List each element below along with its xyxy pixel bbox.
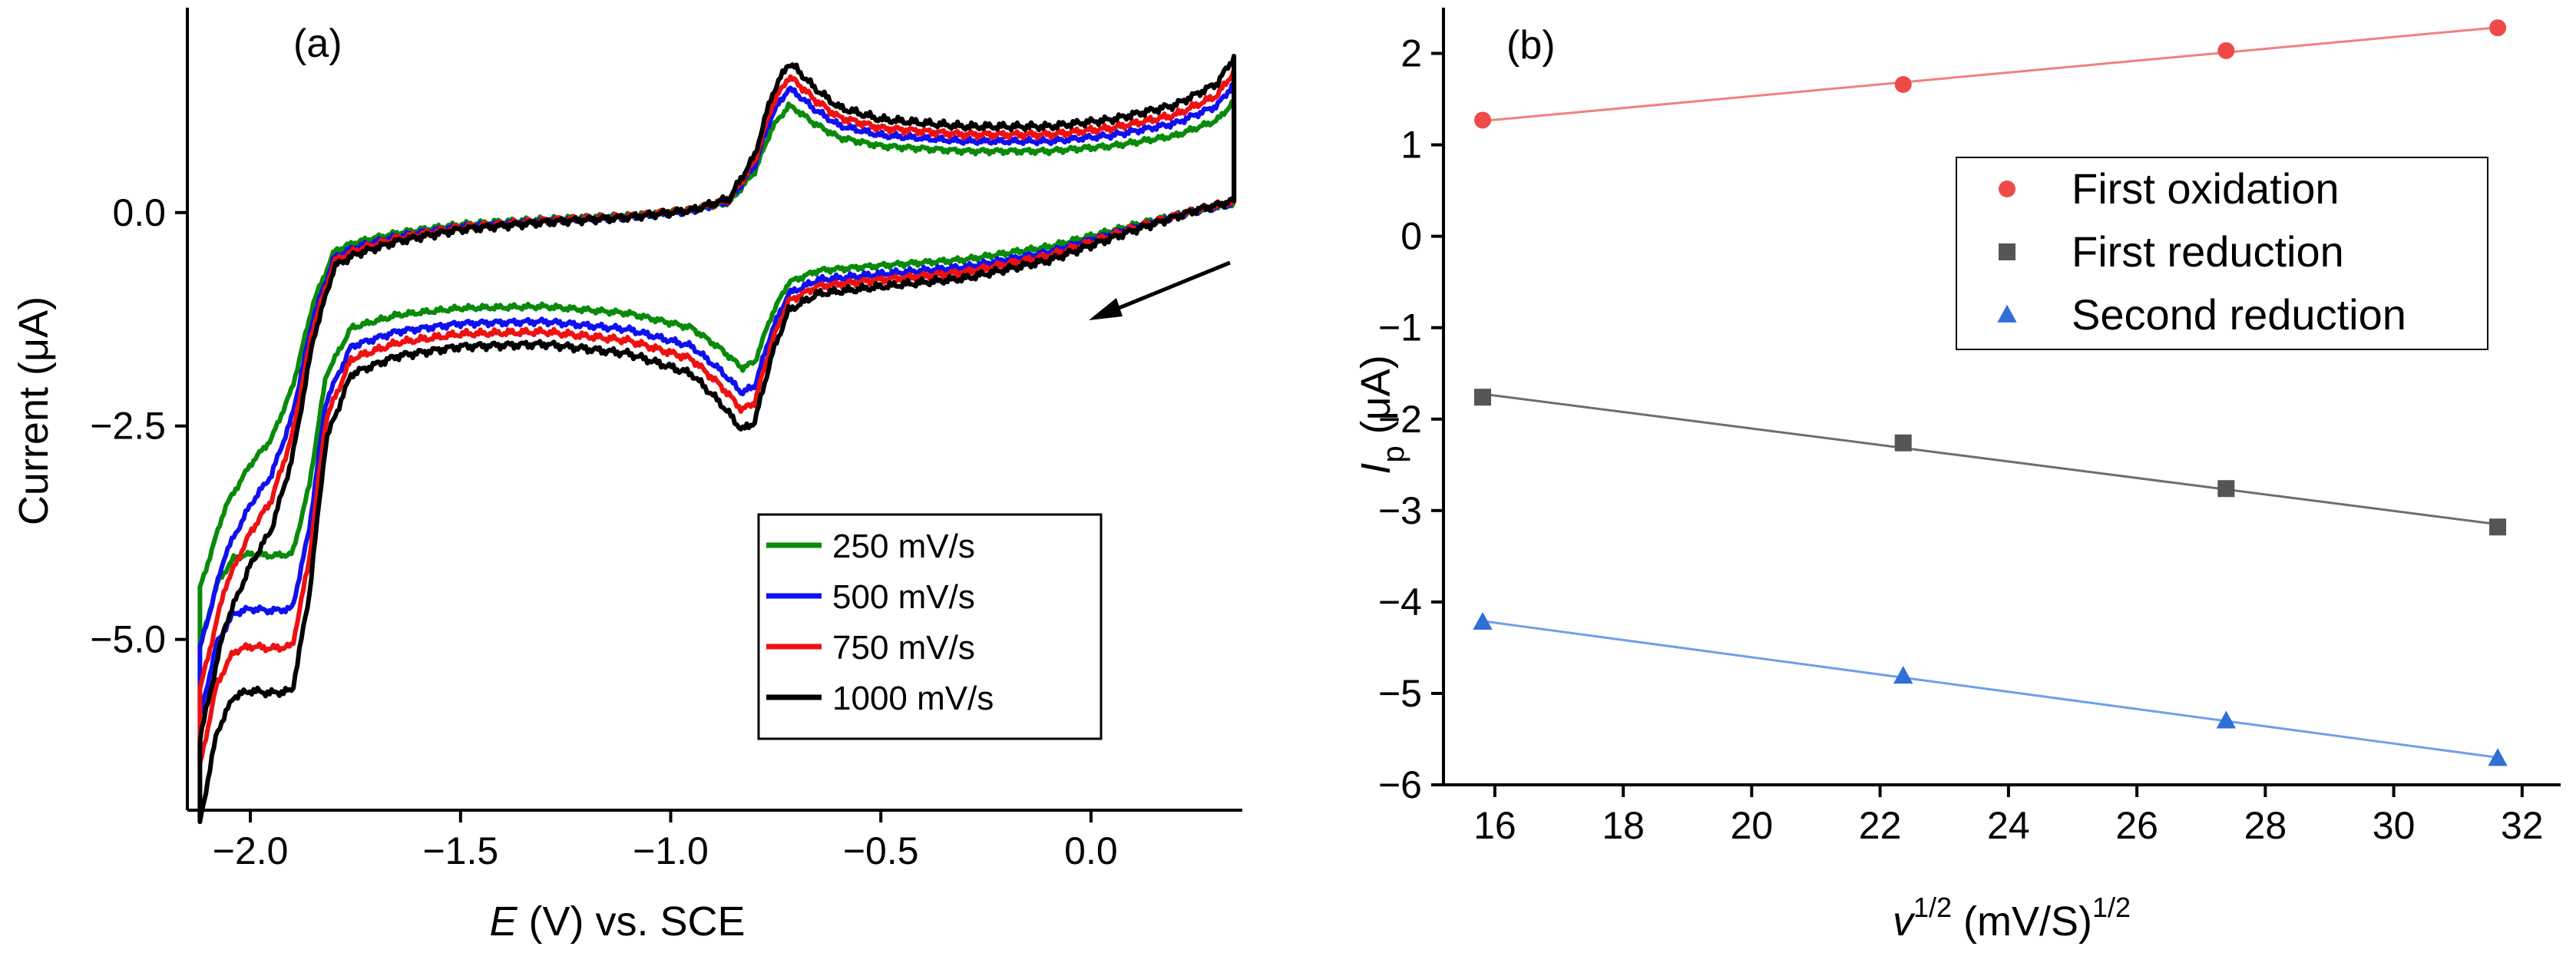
b-data-point-triangle xyxy=(1473,611,1493,630)
b-y-tick-label: 2 xyxy=(1400,32,1422,75)
b-y-tick-label: −6 xyxy=(1378,763,1422,806)
b-x-tick-label: 24 xyxy=(1987,804,2030,847)
b-data-point-square xyxy=(2217,480,2235,498)
a-x-tick-label: −1.5 xyxy=(422,829,498,872)
a-y-tick-label: −5.0 xyxy=(90,618,166,661)
b-legend-box xyxy=(1956,157,2488,350)
a-x-tick-label: −1.0 xyxy=(633,829,709,872)
a-legend-label: 500 mV/s xyxy=(832,578,975,616)
b-x-tick-label: 32 xyxy=(2501,804,2544,847)
a-y-tick-label: −2.5 xyxy=(90,405,166,448)
b-y-tick-label: 0 xyxy=(1400,215,1422,258)
a-legend-label: 250 mV/s xyxy=(832,528,975,565)
panel-b-label: (b) xyxy=(1506,23,1556,68)
b-fit-line xyxy=(1482,620,2498,759)
b-data-point-circle xyxy=(1999,180,2015,197)
b-legend: First oxidation First reduction Second red… xyxy=(1956,157,2488,350)
a-legend-label: 750 mV/s xyxy=(832,629,975,667)
panel-a-cv-plot: −2.0 −1.5 −1.0 −0.5 0.0 0.0 −2.5 −5.0 (a) E (V)… xyxy=(11,8,1242,945)
a-series-line xyxy=(197,54,1237,825)
b-y-tick-label: −3 xyxy=(1378,489,1422,532)
b-data-point-circle xyxy=(1474,111,1492,129)
b-fit-line xyxy=(1482,26,2498,123)
b-data-point-triangle xyxy=(2216,710,2236,729)
a-x-tick-label: 0.0 xyxy=(1064,829,1118,872)
a-ticks: −2.0 −1.5 −1.0 −0.5 0.0 0.0 −2.5 −5.0 xyxy=(90,191,1117,872)
b-y-tick-label: −4 xyxy=(1378,581,1422,624)
b-x-tick-label: 16 xyxy=(1473,804,1516,847)
b-x-tick-label: 22 xyxy=(1859,804,1902,847)
a-y-tick-label: 0.0 xyxy=(112,191,166,234)
a-x-tick-label: −2.0 xyxy=(213,829,289,872)
b-data-point-square xyxy=(1894,434,1912,452)
b-data-point-triangle xyxy=(1893,666,1913,684)
b-data-point-triangle xyxy=(1997,304,2017,323)
b-x-tick-label: 20 xyxy=(1731,804,1774,847)
a-axes xyxy=(186,8,1242,812)
b-series xyxy=(1473,19,2508,766)
panel-a-label: (a) xyxy=(293,22,342,66)
panel-b-scatter-plot: 16 18 20 22 24 26 28 30 32 2 1 0 −1 −2 −3 −4 −5 −6 (b) v1… xyxy=(1353,8,2561,945)
scan-direction-arrow xyxy=(1089,260,1231,320)
a-curves xyxy=(197,54,1237,825)
b-x-tick-label: 18 xyxy=(1602,804,1645,847)
b-data-point-circle xyxy=(2489,19,2507,37)
b-data-point-square xyxy=(1474,389,1492,406)
b-fit-line xyxy=(1482,392,2498,526)
b-axes xyxy=(1442,8,2561,786)
a-legend-box xyxy=(757,513,1103,740)
b-x-tick-label: 28 xyxy=(2244,804,2287,847)
b-x-tick-label: 30 xyxy=(2373,804,2416,847)
a-x-tick-label: −0.5 xyxy=(843,829,919,872)
b-legend-label: Second reduction xyxy=(2072,290,2406,339)
a-legend-label: 1000 mV/s xyxy=(832,680,994,717)
b-y-tick-label: −2 xyxy=(1378,398,1422,441)
b-y-tick-label: −5 xyxy=(1378,672,1422,715)
b-data-point-triangle xyxy=(2488,748,2508,766)
a-y-axis-label: Current (μA) xyxy=(11,296,57,525)
b-data-point-square xyxy=(2489,518,2507,536)
b-data-point-circle xyxy=(2217,41,2235,59)
b-y-tick-label: 1 xyxy=(1400,124,1422,167)
b-legend-label: First oxidation xyxy=(2072,164,2340,213)
b-y-tick-label: −1 xyxy=(1378,306,1422,349)
b-y-axis-label: Ip (μA) xyxy=(1353,355,1410,474)
b-data-point-circle xyxy=(1894,76,1912,94)
a-legend: 250 mV/s 500 mV/s 750 mV/s 1000 mV/s xyxy=(757,513,1103,740)
a-x-axis-label: E (V) vs. SCE xyxy=(489,898,745,945)
b-data-point-square xyxy=(1999,243,2015,260)
b-x-axis-label: v1/2 (mV/S)1/2 xyxy=(1893,892,2131,945)
b-ticks: 16 18 20 22 24 26 28 30 32 2 1 0 −1 −2 −3 −4 −5 −6 xyxy=(1378,32,2544,847)
b-x-tick-label: 26 xyxy=(2115,804,2158,847)
b-legend-label: First reduction xyxy=(2072,227,2344,276)
